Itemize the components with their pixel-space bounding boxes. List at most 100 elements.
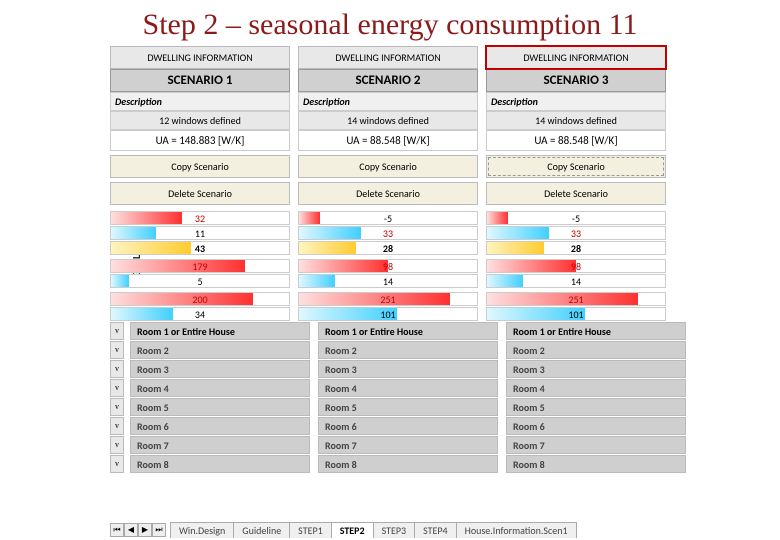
room-cell[interactable]: Room 1 or Entire House: [506, 322, 686, 340]
bar-row: 33: [486, 226, 666, 240]
bar-value: 14: [299, 275, 477, 289]
bar-value: 14: [487, 275, 665, 289]
sheet-tab[interactable]: STEP1: [289, 522, 332, 538]
delete-scenario-button[interactable]: Delete Scenario: [486, 182, 666, 205]
ua-value: UA = 148.883 [W/K]: [110, 130, 290, 151]
copy-scenario-button[interactable]: Copy Scenario: [486, 155, 666, 178]
bar-row: 11: [110, 226, 290, 240]
room-cell[interactable]: Room 1 or Entire House: [130, 322, 310, 340]
sheet-tab[interactable]: Win.Design: [170, 522, 234, 538]
rooms-container: v Room 1 or Entire House Room 1 or Entire …: [0, 322, 780, 473]
bar-value: 11: [111, 227, 289, 241]
room-row: v Room 8 Room 8 Room 8: [110, 455, 780, 473]
bar-value: 251: [299, 293, 477, 307]
bar-value: 43: [111, 242, 289, 256]
bar-row: 98: [486, 259, 666, 273]
room-cell[interactable]: Room 1 or Entire House: [318, 322, 498, 340]
room-expand-icon[interactable]: v: [110, 360, 124, 378]
room-expand-icon[interactable]: v: [110, 379, 124, 397]
room-cell[interactable]: Room 6: [506, 417, 686, 435]
room-cell[interactable]: Room 8: [506, 455, 686, 473]
bar-row: 14: [486, 274, 666, 288]
nav-first-icon[interactable]: ⏮: [110, 523, 124, 537]
ua-value: UA = 88.548 [W/K]: [486, 130, 666, 151]
bar-value: -5: [299, 212, 477, 226]
nav-next-icon[interactable]: ▶: [138, 523, 152, 537]
dwelling-info[interactable]: DWELLING INFORMATION: [110, 46, 290, 69]
sheet-tab[interactable]: Guideline: [233, 522, 290, 538]
description-text: 14 windows defined: [298, 111, 478, 130]
bar-row: 101: [486, 307, 666, 321]
bar-value: 98: [487, 260, 665, 274]
bar-row: 251: [486, 292, 666, 306]
room-cell[interactable]: Room 8: [318, 455, 498, 473]
room-cell[interactable]: Room 5: [318, 398, 498, 416]
room-expand-icon[interactable]: v: [110, 436, 124, 454]
sheet-nav: ⏮ ◀ ▶ ⏭: [110, 523, 166, 537]
room-cell[interactable]: Room 8: [130, 455, 310, 473]
room-cell[interactable]: Room 3: [130, 360, 310, 378]
room-cell[interactable]: Room 2: [318, 341, 498, 359]
room-cell[interactable]: Room 4: [318, 379, 498, 397]
sheet-tab[interactable]: House.Information.Scen1: [456, 522, 577, 538]
room-expand-icon[interactable]: v: [110, 322, 124, 340]
delete-scenario-button[interactable]: Delete Scenario: [298, 182, 478, 205]
bar-row: 28: [298, 241, 478, 255]
scenarios-container: DWELLING INFORMATIONSCENARIO 1Descriptio…: [0, 46, 780, 322]
room-row: v Room 6 Room 6 Room 6: [110, 417, 780, 435]
bar-value: 34: [111, 308, 289, 322]
room-cell[interactable]: Room 7: [506, 436, 686, 454]
bar-value: 28: [487, 242, 665, 256]
bar-value: 32: [111, 212, 289, 226]
bar-row: 251: [298, 292, 478, 306]
description-text: 14 windows defined: [486, 111, 666, 130]
room-expand-icon[interactable]: v: [110, 455, 124, 473]
room-cell[interactable]: Room 3: [318, 360, 498, 378]
description-label: Description: [110, 92, 290, 111]
bar-row: 32: [110, 211, 290, 225]
room-cell[interactable]: Room 5: [506, 398, 686, 416]
room-row: v Room 7 Room 7 Room 7: [110, 436, 780, 454]
copy-scenario-button[interactable]: Copy Scenario: [298, 155, 478, 178]
nav-last-icon[interactable]: ⏭: [152, 523, 166, 537]
room-cell[interactable]: Room 4: [130, 379, 310, 397]
room-cell[interactable]: Room 2: [506, 341, 686, 359]
room-cell[interactable]: Room 6: [318, 417, 498, 435]
room-cell[interactable]: Room 7: [318, 436, 498, 454]
room-row: v Room 5 Room 5 Room 5: [110, 398, 780, 416]
room-expand-icon[interactable]: v: [110, 417, 124, 435]
description-label: Description: [486, 92, 666, 111]
room-expand-icon[interactable]: v: [110, 341, 124, 359]
room-cell[interactable]: Room 2: [130, 341, 310, 359]
bar-row: 101: [298, 307, 478, 321]
bar-row: -5: [298, 211, 478, 225]
bar-value: 200: [111, 293, 289, 307]
room-expand-icon[interactable]: v: [110, 398, 124, 416]
room-cell[interactable]: Room 5: [130, 398, 310, 416]
copy-scenario-button[interactable]: Copy Scenario: [110, 155, 290, 178]
room-cell[interactable]: Room 4: [506, 379, 686, 397]
bar-row: -5: [486, 211, 666, 225]
sheet-tab[interactable]: STEP4: [414, 522, 457, 538]
bar-row: 34: [110, 307, 290, 321]
bar-value: 98: [299, 260, 477, 274]
sheet-tab[interactable]: STEP3: [373, 522, 416, 538]
room-row: v Room 1 or Entire House Room 1 or Entire …: [110, 322, 780, 340]
scenario-column: DWELLING INFORMATIONSCENARIO 3Descriptio…: [486, 46, 666, 322]
sheet-tab[interactable]: STEP2: [331, 522, 374, 538]
nav-prev-icon[interactable]: ◀: [124, 523, 138, 537]
bar-value: 101: [487, 308, 665, 322]
bar-value: 33: [487, 227, 665, 241]
delete-scenario-button[interactable]: Delete Scenario: [110, 182, 290, 205]
room-cell[interactable]: Room 3: [506, 360, 686, 378]
result-bars: -53328 9814 251101: [298, 211, 478, 321]
room-cell[interactable]: Room 6: [130, 417, 310, 435]
bar-row: 5: [110, 274, 290, 288]
dwelling-info[interactable]: DWELLING INFORMATION: [298, 46, 478, 69]
bar-value: 33: [299, 227, 477, 241]
room-cell[interactable]: Room 7: [130, 436, 310, 454]
bar-value: -5: [487, 212, 665, 226]
room-row: v Room 4 Room 4 Room 4: [110, 379, 780, 397]
dwelling-info[interactable]: DWELLING INFORMATION: [486, 46, 666, 69]
bar-row: 14: [298, 274, 478, 288]
